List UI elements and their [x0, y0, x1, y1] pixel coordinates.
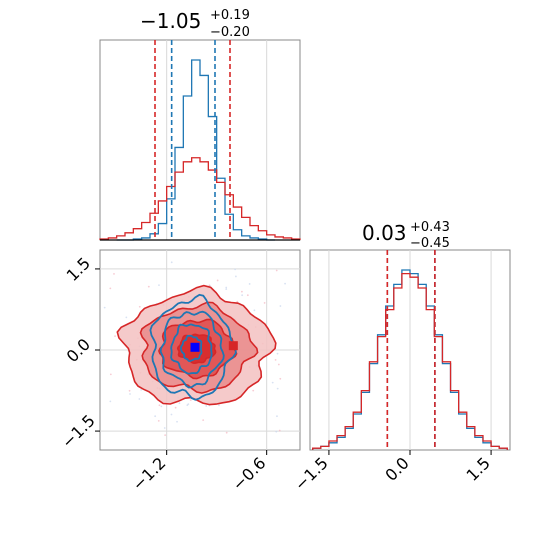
- scatter-point: [93, 334, 95, 336]
- scatter-point: [186, 404, 189, 407]
- scatter-point: [189, 399, 192, 402]
- histogram-series-1: [99, 157, 301, 240]
- scatter-point: [125, 316, 128, 319]
- scatter-point: [158, 404, 161, 407]
- scatter-point: [202, 419, 205, 421]
- scatter-point: [302, 400, 304, 402]
- panel-marginal-param2: −1.5 0.0 1.5 0.03 +0.43 −0.45: [291, 220, 511, 494]
- scatter-point: [170, 413, 173, 416]
- scatter-point: [241, 290, 243, 293]
- scatter-point: [284, 282, 286, 285]
- y-tick-label: 0.0: [63, 335, 94, 366]
- scatter-point: [234, 268, 236, 271]
- scatter-point: [274, 358, 277, 361]
- scatter-point: [178, 402, 181, 405]
- scatter-point: [163, 427, 166, 429]
- scatter-point: [103, 306, 106, 309]
- scatter-point: [140, 389, 143, 391]
- scatter-point: [170, 261, 173, 264]
- panel-joint: −1.2 −0.6 −1.5 0.0 1.5: [58, 245, 304, 494]
- scatter-point: [129, 393, 131, 395]
- x-tick-label: 1.5: [462, 453, 493, 484]
- scatter-point: [299, 343, 300, 345]
- scatter-point: [253, 309, 256, 312]
- scatter-point: [263, 302, 266, 304]
- scatter-point: [205, 405, 208, 407]
- x-ticks: −1.2 −0.6: [129, 450, 270, 494]
- title-minus: −0.45: [410, 236, 450, 251]
- x-tick-label: −0.6: [229, 453, 270, 494]
- quantile-lines: [386, 250, 436, 450]
- scatter-point: [101, 245, 103, 247]
- marker-0: [228, 341, 238, 351]
- scatter-point: [158, 284, 160, 287]
- scatter-point: [225, 288, 228, 291]
- scatter-point: [225, 286, 228, 289]
- scatter-point: [160, 405, 163, 408]
- contour-blue-level-2: [170, 323, 213, 375]
- x-tick-label: −1.5: [291, 453, 332, 494]
- scatter-point: [234, 275, 237, 278]
- histogram-series-0: [116, 59, 275, 241]
- scatter-point: [277, 363, 280, 366]
- scatter-point: [225, 431, 228, 434]
- scatter-point: [138, 398, 141, 400]
- scatter-point: [252, 389, 255, 392]
- scatter-point: [216, 279, 219, 282]
- scatter-point: [176, 420, 178, 423]
- scatter-point: [279, 377, 282, 380]
- scatter-point: [276, 387, 279, 390]
- scatter-point: [157, 419, 160, 422]
- scatter-point: [218, 404, 220, 407]
- scatter-point: [278, 429, 281, 432]
- scatter-point: [128, 389, 131, 392]
- panel-marginal-param1: −1.05 +0.19 −0.20: [99, 8, 301, 241]
- histograms: [99, 59, 301, 241]
- scatter-point: [275, 269, 278, 272]
- title-minus: −0.20: [210, 25, 250, 40]
- scatter-point: [271, 381, 274, 384]
- histograms: [312, 269, 508, 450]
- scatter-point: [241, 294, 244, 297]
- marker-1: [190, 342, 200, 352]
- y-ticks: −1.5 0.0 1.5: [58, 254, 100, 452]
- scatter-point: [174, 406, 177, 409]
- y-tick-label: −1.5: [58, 411, 99, 452]
- scatter-point: [114, 335, 116, 338]
- x-tick-label: −1.2: [129, 453, 170, 494]
- scatter-point: [164, 434, 167, 437]
- scatter-point: [154, 415, 157, 418]
- scatter-point: [248, 283, 251, 285]
- scatter-point: [276, 352, 279, 355]
- title-value: −1.05: [140, 9, 201, 33]
- scatter-point: [275, 430, 278, 433]
- histogram-series-1: [312, 272, 508, 450]
- scatter-point: [279, 305, 282, 307]
- scatter-point: [147, 285, 150, 288]
- scatter-point: [236, 300, 239, 303]
- grid-lines: [328, 250, 492, 450]
- y-tick-label: 1.5: [63, 254, 94, 285]
- scatter-point: [92, 372, 94, 374]
- x-tick-label: 0.0: [381, 453, 412, 484]
- contour-blue-level-3: [180, 334, 203, 363]
- contour-blue-level-1: [159, 310, 225, 389]
- title-plus: +0.43: [410, 220, 450, 235]
- scatter-point: [276, 415, 278, 418]
- scatter-point: [208, 284, 211, 287]
- x-ticks: −1.5 0.0 1.5: [291, 450, 494, 494]
- scatter-point: [113, 273, 115, 275]
- scatter-point: [109, 400, 112, 403]
- contour-blue-level-0: [149, 293, 237, 401]
- scatter-point: [72, 470, 74, 472]
- scatter-point: [109, 287, 112, 290]
- scatter-point: [138, 305, 141, 308]
- scatter-point: [246, 294, 249, 297]
- quantile-lines: [154, 40, 231, 240]
- title-plus: +0.19: [210, 8, 250, 23]
- title-value: 0.03: [362, 221, 407, 245]
- scatter-point: [109, 373, 112, 376]
- markers: [190, 341, 238, 352]
